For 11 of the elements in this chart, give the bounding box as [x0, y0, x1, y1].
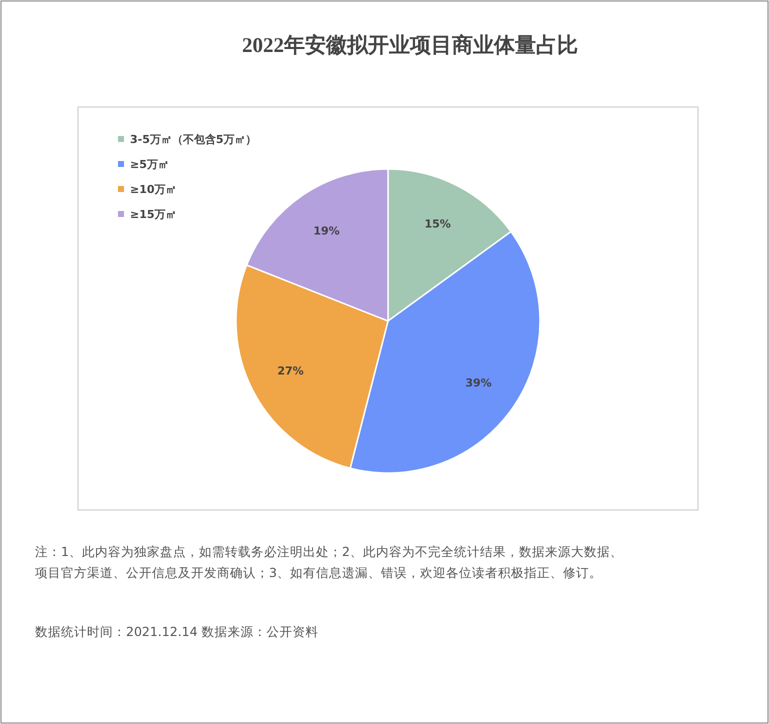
data-label: 19%: [313, 224, 340, 238]
legend-label: ≥15万㎡: [130, 208, 177, 221]
legend-label: 3-5万㎡（不包含5万㎡）: [130, 133, 257, 146]
text: 注：1、此内容为独家盘点，如需转载务必注明出处；2、此内容为不完全统计结果，数据来源大数据、项目官方渠道、公开信息及开发商确认；3、如有信息遗漏、错误，欢迎各位读者积极指正、修订。: [35, 543, 624, 582]
text: 数据统计时间：2021.12.14 数据来源：公开资料: [35, 623, 320, 641]
data-label: 27%: [277, 364, 304, 378]
data-label: 39%: [465, 376, 492, 390]
data-label: 15%: [424, 217, 451, 230]
legend-label: ≥5万㎡: [130, 158, 169, 171]
chart-title: 2022年安徽拟开业项目商业体量占比: [242, 33, 578, 57]
legend-label: ≥10万㎡: [130, 183, 177, 196]
